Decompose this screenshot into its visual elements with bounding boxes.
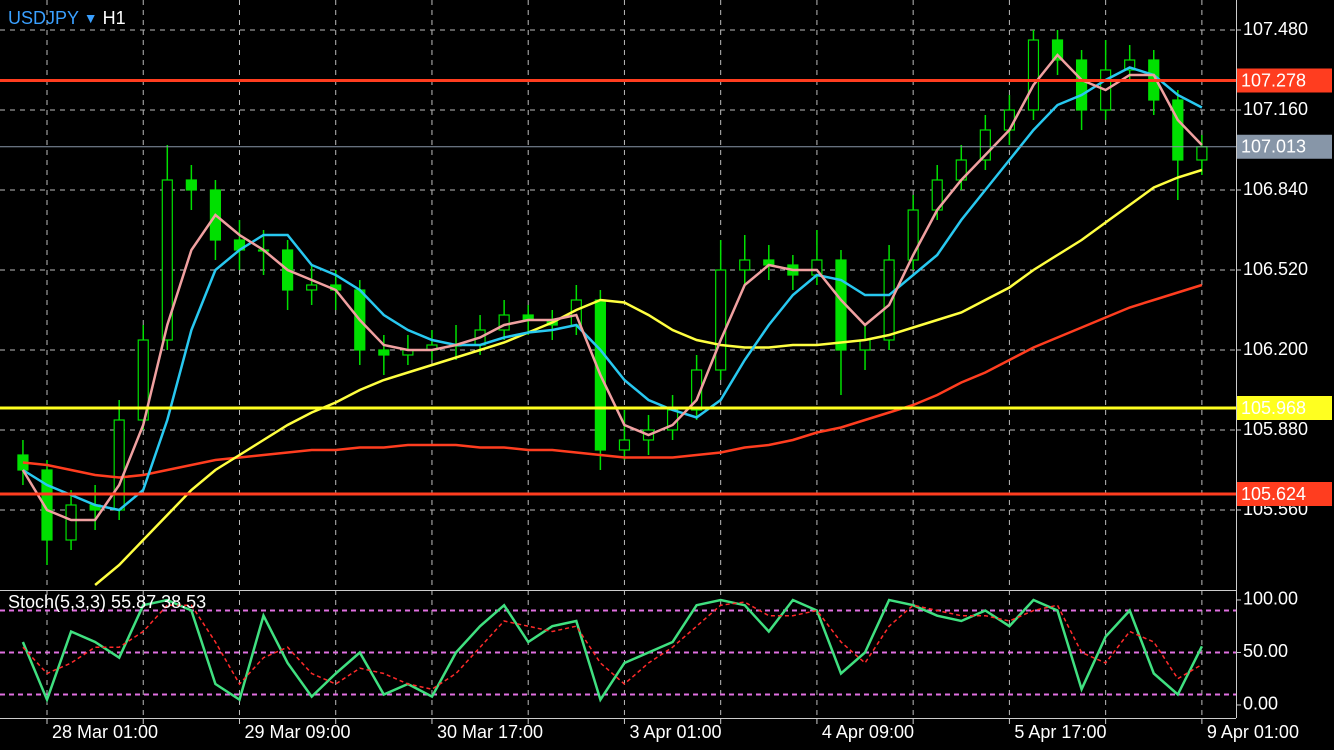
candle-body xyxy=(161,179,173,341)
symbol: USDJPY xyxy=(8,8,79,28)
y-tick-label: 105.880 xyxy=(1243,419,1308,439)
candle-body xyxy=(1027,39,1040,111)
price-level-label: 105.968 xyxy=(1241,398,1306,418)
symbol-arrow: ▼ xyxy=(84,10,98,26)
indicator-line xyxy=(21,53,1203,522)
x-tick-label: 30 Mar 17:00 xyxy=(437,722,543,742)
candle-body xyxy=(185,179,197,191)
price-level-label: 107.278 xyxy=(1241,70,1306,90)
candle-body xyxy=(1075,59,1088,111)
price-panel xyxy=(0,30,1236,586)
candle-body xyxy=(498,314,510,331)
stochastic-panel xyxy=(0,598,1236,704)
candle-body xyxy=(883,259,895,341)
candle-body xyxy=(1172,99,1184,161)
stoch-title: Stoch(5,3,3) 55.87 38.53 xyxy=(8,592,206,612)
x-tick-label: 3 Apr 01:00 xyxy=(629,722,721,742)
price-level-box xyxy=(1237,396,1332,420)
y-tick-label: 106.200 xyxy=(1243,339,1308,359)
indicator-line xyxy=(22,283,1203,479)
y-tick-label: 106.520 xyxy=(1243,259,1308,279)
y-tick-label: 100.00 xyxy=(1243,589,1298,609)
header: USDJPY ▼ H1 xyxy=(8,8,126,28)
x-tick-label: 28 Mar 01:00 xyxy=(52,722,158,742)
y-tick-label: 0.00 xyxy=(1243,694,1278,714)
timeframe: H1 xyxy=(103,8,126,28)
price-level-label: 105.624 xyxy=(1241,484,1306,504)
indicator-line xyxy=(22,66,1203,512)
candle-body xyxy=(1196,146,1208,161)
candle-body xyxy=(739,259,751,271)
labels: 28 Mar 01:00 29 Mar 09:00 30 Mar 17:00 3 Ap… xyxy=(52,19,1332,742)
price-level-box xyxy=(1237,68,1332,93)
x-tick-label: 9 Apr 01:00 xyxy=(1207,722,1299,742)
candle-body xyxy=(907,209,919,261)
candle-body xyxy=(1051,39,1064,61)
candle-body xyxy=(41,469,53,541)
candle-body xyxy=(715,269,727,371)
candle-body xyxy=(113,419,125,511)
indicator-line xyxy=(21,598,1204,704)
candle-body xyxy=(65,504,77,541)
y-tick-label: 107.480 xyxy=(1243,19,1308,39)
indicator-line xyxy=(22,601,1203,690)
candle-body xyxy=(1124,59,1136,71)
y-tick-label: 106.840 xyxy=(1243,179,1308,199)
x-tick-label: 29 Mar 09:00 xyxy=(244,722,350,742)
candle-body xyxy=(618,439,631,451)
indicator-line xyxy=(94,168,1203,586)
price-level-box xyxy=(1237,134,1332,159)
candle-body xyxy=(979,129,991,161)
candle-body xyxy=(1003,109,1016,131)
price-level-box xyxy=(1237,482,1332,506)
x-tick-label: 5 Apr 17:00 xyxy=(1014,722,1106,742)
price-level-label: 107.013 xyxy=(1241,137,1306,157)
y-tick-label: 107.160 xyxy=(1243,99,1308,119)
candle-body xyxy=(306,284,318,291)
y-tick-label: 50.00 xyxy=(1243,641,1288,661)
axes xyxy=(0,0,1241,724)
x-tick-label: 4 Apr 09:00 xyxy=(822,722,914,742)
candle-body xyxy=(378,349,390,356)
